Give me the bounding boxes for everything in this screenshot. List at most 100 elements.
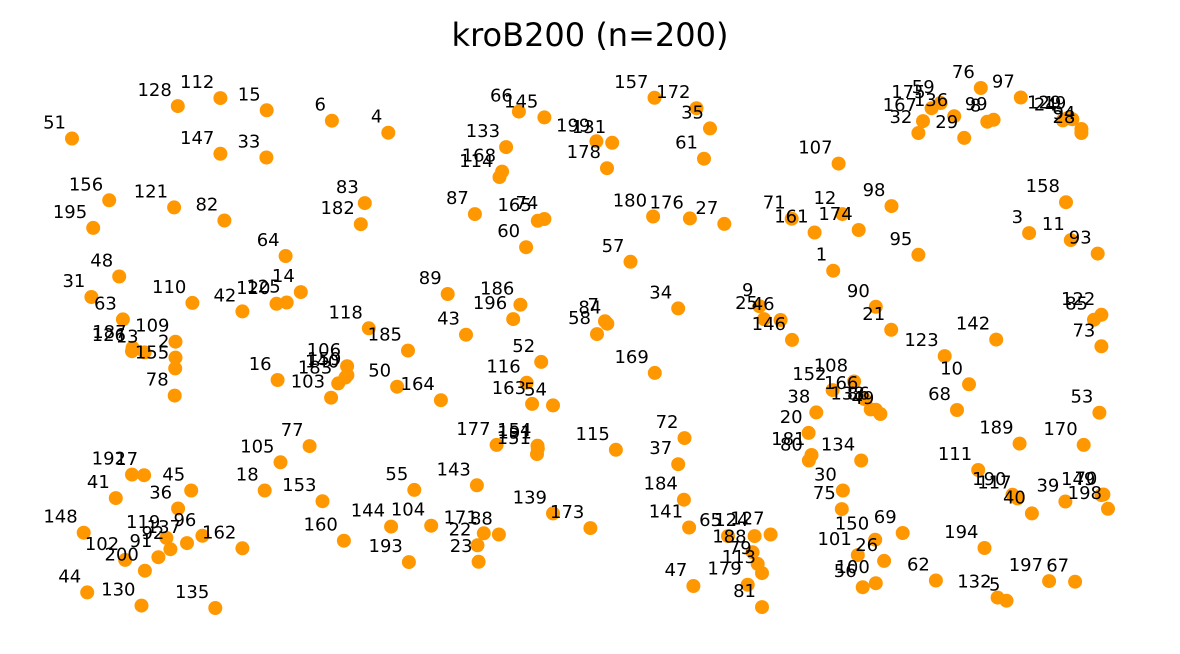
point-label-161: 161 <box>774 207 808 228</box>
point-181 <box>804 448 819 462</box>
point-label-104: 104 <box>391 500 425 521</box>
point-35 <box>703 121 717 136</box>
point-63 <box>115 312 130 327</box>
point-label-121: 121 <box>134 181 168 202</box>
point-111 <box>971 463 986 477</box>
point-label-42: 42 <box>213 285 236 306</box>
point-label-160: 160 <box>304 515 338 536</box>
point-label-115: 115 <box>576 424 610 445</box>
point-93 <box>1090 246 1105 261</box>
point-label-28: 28 <box>1052 107 1075 128</box>
point-71 <box>784 211 799 226</box>
point-43 <box>459 327 473 342</box>
point-label-45: 45 <box>162 465 185 486</box>
point-193 <box>401 555 416 570</box>
point-138 <box>863 402 878 417</box>
point-78 <box>167 388 182 403</box>
point-label-48: 48 <box>90 251 113 272</box>
point-124 <box>747 529 762 544</box>
point-label-129: 129 <box>1027 92 1061 113</box>
point-107 <box>831 156 846 171</box>
labels-layer: 1234567891011121314151617181920212223242… <box>43 62 1102 603</box>
point-171 <box>476 526 491 541</box>
point-label-131: 131 <box>572 117 606 138</box>
point-166 <box>857 392 872 406</box>
point-label-166: 166 <box>824 373 858 394</box>
point-label-113: 113 <box>722 547 756 568</box>
point-label-187: 187 <box>92 322 126 343</box>
point-152 <box>825 383 840 398</box>
point-label-132: 132 <box>957 572 991 593</box>
point-label-98: 98 <box>863 180 886 201</box>
point-6 <box>324 113 339 128</box>
point-label-163: 163 <box>492 378 526 399</box>
point-label-49: 49 <box>851 388 874 409</box>
point-101 <box>850 548 865 563</box>
point-label-190: 190 <box>972 469 1006 490</box>
point-label-25: 25 <box>735 293 758 314</box>
point-175 <box>924 101 939 116</box>
point-label-149: 149 <box>1061 469 1095 490</box>
point-label-29: 29 <box>935 112 958 133</box>
point-119 <box>159 530 174 545</box>
point-label-125: 125 <box>246 277 280 298</box>
point-44 <box>80 585 95 600</box>
point-64 <box>278 249 293 263</box>
point-label-53: 53 <box>1070 387 1093 408</box>
point-label-118: 118 <box>328 302 362 323</box>
point-label-39: 39 <box>1036 476 1059 497</box>
point-label-4: 4 <box>371 107 382 128</box>
point-label-47: 47 <box>664 560 687 581</box>
point-113 <box>755 566 769 581</box>
point-12 <box>835 207 850 222</box>
point-label-78: 78 <box>146 370 169 391</box>
point-131 <box>605 135 620 150</box>
point-label-90: 90 <box>847 281 870 302</box>
point-label-6: 6 <box>314 95 325 116</box>
point-77 <box>302 439 317 454</box>
point-178 <box>600 161 614 176</box>
point-label-65: 65 <box>699 510 722 531</box>
point-label-34: 34 <box>649 282 672 303</box>
point-label-60: 60 <box>497 221 520 242</box>
point-2 <box>168 350 183 365</box>
point-label-27: 27 <box>695 198 718 219</box>
point-label-133: 133 <box>466 121 500 142</box>
point-label-179: 179 <box>707 559 741 580</box>
point-60 <box>519 240 534 255</box>
point-label-14: 14 <box>272 266 295 287</box>
point-label-55: 55 <box>385 464 408 485</box>
point-108 <box>847 374 862 389</box>
point-133 <box>499 140 514 155</box>
point-label-107: 107 <box>798 138 832 159</box>
point-169 <box>647 365 662 380</box>
point-27 <box>717 216 732 231</box>
point-198 <box>1101 501 1115 516</box>
point-192 <box>125 467 139 482</box>
point-89 <box>440 287 455 301</box>
point-30 <box>835 483 850 498</box>
point-23 <box>471 554 486 569</box>
point-label-57: 57 <box>602 236 625 257</box>
point-label-23: 23 <box>450 536 473 557</box>
point-label-154: 154 <box>497 420 531 441</box>
point-label-102: 102 <box>85 534 119 555</box>
point-label-67: 67 <box>1046 556 1069 577</box>
point-label-156: 156 <box>69 174 103 195</box>
point-184 <box>676 492 691 507</box>
point-label-155: 155 <box>135 342 169 363</box>
point-label-80: 80 <box>780 435 803 456</box>
point-label-135: 135 <box>175 582 209 603</box>
point-183 <box>331 376 346 391</box>
point-label-178: 178 <box>567 142 601 163</box>
point-127 <box>763 527 778 542</box>
point-label-157: 157 <box>614 72 648 93</box>
point-label-198: 198 <box>1068 483 1102 504</box>
point-label-7: 7 <box>588 295 599 316</box>
point-20 <box>801 425 816 440</box>
point-label-95: 95 <box>889 229 912 250</box>
point-141 <box>682 520 697 535</box>
point-95 <box>911 247 926 262</box>
point-label-12: 12 <box>813 188 836 209</box>
point-label-195: 195 <box>53 202 87 223</box>
